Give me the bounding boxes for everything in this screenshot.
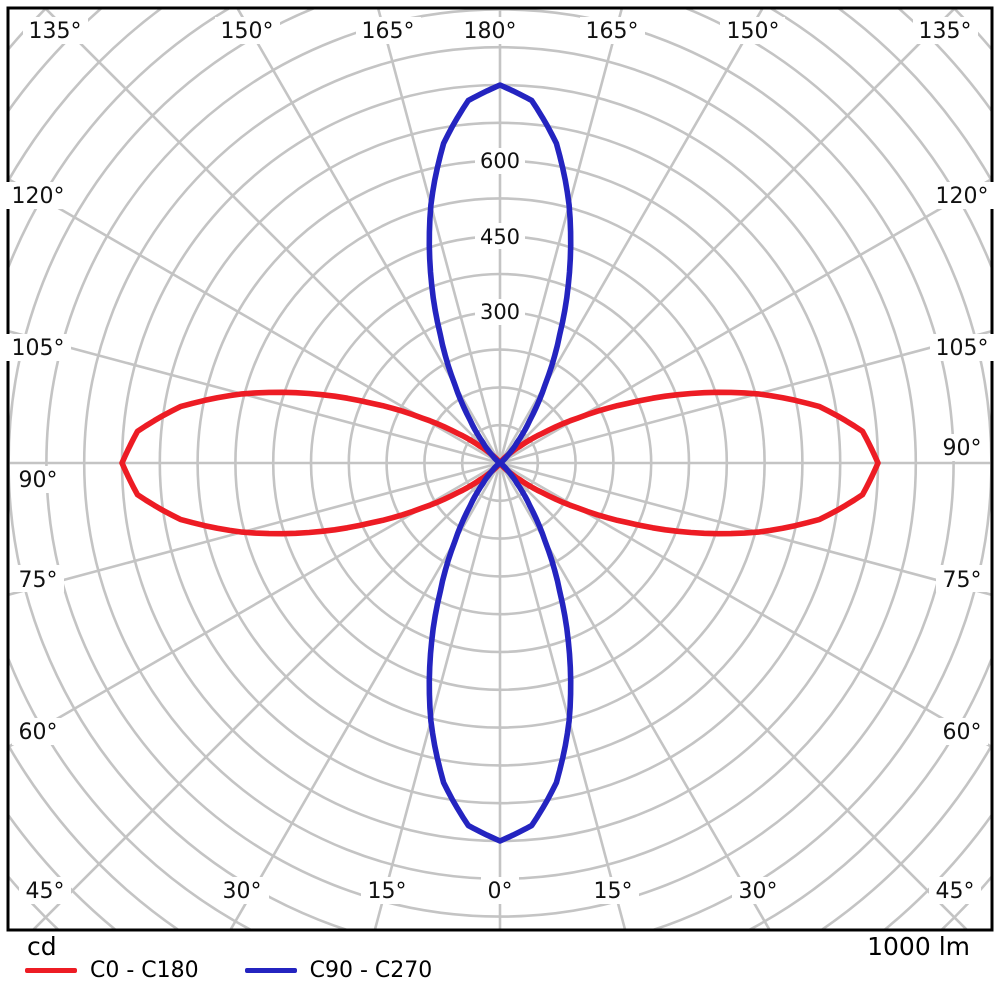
tick-label-450: 450 [480, 225, 520, 249]
legend-item-c0-c180: C0 - C180 [25, 958, 199, 983]
angle-label-120: 120° [936, 184, 989, 209]
angle-label-45: 45° [936, 879, 975, 904]
unit-label: cd [27, 932, 57, 961]
angle-label-75: 75° [943, 568, 982, 593]
angle-label-105: 105° [12, 336, 65, 361]
angle-label-15: 15° [368, 879, 407, 904]
angle-label-75: 75° [19, 568, 58, 593]
chart-frame [6, 6, 994, 932]
angle-label-120: 120° [12, 184, 65, 209]
angle-label-30: 30° [739, 879, 778, 904]
angle-label-45: 45° [26, 879, 65, 904]
legend-label-c0-c180: C0 - C180 [90, 958, 199, 983]
angle-label-90: 90° [943, 436, 982, 461]
angle-label-90: 90° [19, 468, 58, 493]
angle-labels: 0° 15° 30° 45° 60° 75° 90° 105° 120° 135° 150° 165°… [6, 17, 995, 904]
footer-row: cd 1000 lm [0, 930, 1000, 961]
angle-label-15: 15° [594, 879, 633, 904]
legend-label-c90-c270: C90 - C270 [309, 958, 433, 983]
angle-label-105: 105° [936, 336, 989, 361]
legend-item-c90-c270: C90 - C270 [244, 958, 433, 983]
tick-label-600: 600 [480, 149, 520, 173]
curve-c90-c270 [426, 82, 574, 844]
angle-label-150: 150° [221, 19, 274, 44]
angle-label-180: 180° [464, 19, 517, 44]
angle-label-60: 60° [943, 720, 982, 745]
radial-tick-labels: 300 450 600 [475, 148, 525, 325]
tick-label-300: 300 [480, 300, 520, 324]
angle-label-30: 30° [223, 879, 262, 904]
angle-label-135: 135° [29, 19, 82, 44]
angle-label-165: 165° [586, 19, 639, 44]
angle-label-0: 0° [488, 879, 513, 904]
intensity-curves [119, 82, 881, 844]
angle-label-135: 135° [919, 19, 972, 44]
blue-curve-swatch [244, 968, 297, 973]
angle-label-165: 165° [362, 19, 415, 44]
red-curve-swatch [25, 968, 77, 973]
angle-label-150: 150° [727, 19, 780, 44]
angle-label-60: 60° [19, 720, 58, 745]
legend: C0 - C180 C90 - C270 [25, 958, 478, 983]
flux-label: 1000 lm [867, 932, 970, 961]
